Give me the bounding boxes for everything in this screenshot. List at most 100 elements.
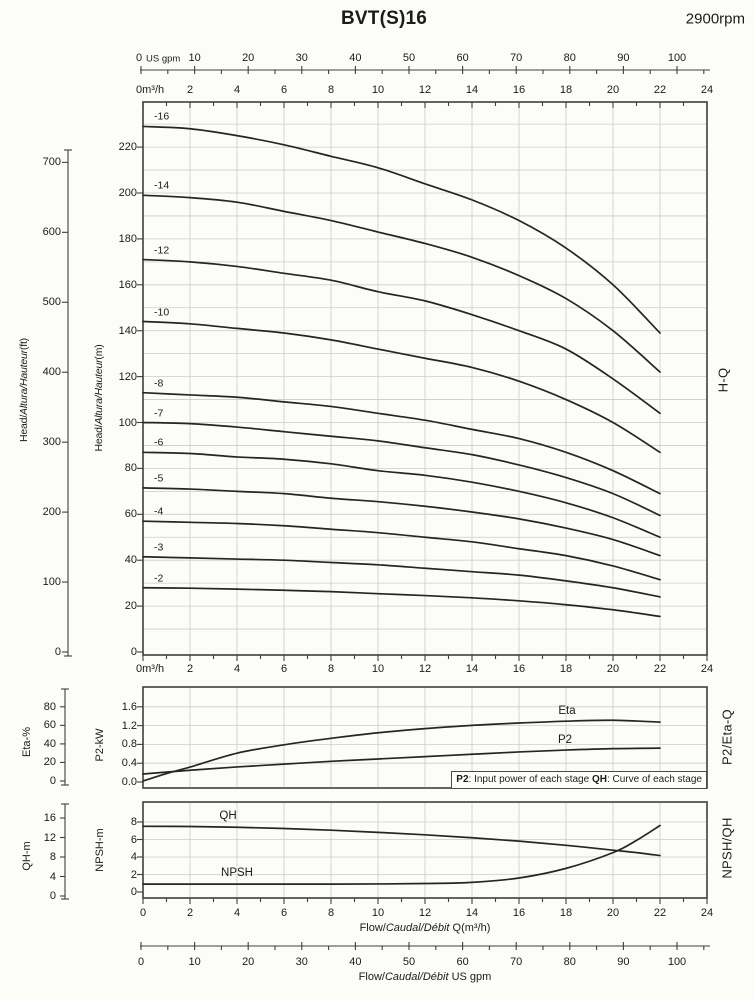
head-ft-tick-label: 400	[42, 366, 61, 379]
plot-frame	[142, 686, 708, 789]
head-m-tick-label: 200	[118, 187, 137, 199]
gpm-tick-label: 40	[349, 52, 362, 64]
gpm-tick-label: 100	[667, 956, 687, 968]
m3h-tick-label: 8	[327, 84, 335, 96]
head-ft-tick-label: 300	[42, 436, 61, 449]
m3h-tick-label: 18	[559, 663, 573, 675]
gpm-tick-label: 20	[242, 52, 255, 64]
head-m-tick-label: 160	[118, 278, 137, 291]
curve-stage-10	[142, 320, 661, 454]
note-p2-term: P2	[456, 774, 469, 785]
stage-label-10: -10	[154, 306, 170, 319]
gpm-unit-label: US gpm	[146, 53, 181, 65]
gpm-tick-label: 90	[617, 956, 630, 968]
eta-curve-label: Eta	[558, 705, 576, 717]
m3h-tick-label: 20	[606, 84, 620, 96]
eta-tick-label: 40	[43, 737, 56, 750]
m3h-tick-label: 2	[186, 663, 194, 675]
m3h-tick-label: 12	[418, 84, 432, 96]
p2-tick-label: 1.2	[121, 719, 137, 732]
npsh-tick-label: 8	[130, 816, 137, 828]
head-ft-tick-label: 500	[42, 296, 61, 309]
p2-tick-label: 1.6	[121, 700, 137, 713]
m3h-tick-label: 14	[465, 907, 479, 919]
p2-tick-label: 0.0	[121, 776, 137, 788]
head-m-tick-label: 140	[118, 324, 137, 337]
curve-stage-2	[142, 586, 661, 618]
head-ft-tick-label: 100	[42, 576, 61, 589]
gpm-tick-label: 90	[617, 52, 630, 64]
m3h-tick-label: 16	[512, 907, 526, 919]
m3h-tick-label: 6	[280, 907, 288, 919]
m3h-tick-label: 12	[418, 907, 432, 919]
m3h-tick-label: 10	[371, 84, 385, 96]
p2-axis-title: P2-kW	[94, 728, 106, 762]
m3h-tick-label: 6	[280, 663, 288, 675]
note-qh-term: QH	[591, 774, 607, 785]
eta-tick-label: 20	[43, 756, 56, 769]
p2-tick-label: 0.4	[121, 757, 137, 770]
m3h-tick-label: 10	[371, 663, 385, 675]
m3h-tick-label: 10	[371, 907, 385, 919]
curve-stage-12	[142, 258, 661, 415]
qh-axis-title: QH-m	[21, 841, 33, 871]
qh-tick-label: 16	[43, 812, 56, 824]
stage-label-3: -3	[154, 541, 164, 554]
stage-label-8: -8	[154, 377, 164, 390]
gpm-tick-label: 50	[402, 956, 416, 968]
qh-tick-label: 8	[49, 851, 56, 863]
m3h-tick-label: 8	[327, 663, 335, 675]
npsh-tick-label: 4	[130, 851, 137, 863]
p2-eta-side-label: P2/Eta-Q	[719, 709, 735, 765]
speed-label: 2900rpm	[685, 10, 745, 28]
m3h-tick-label: 4	[233, 84, 241, 96]
m3h-tick-label: 4	[233, 663, 241, 675]
gpm-tick-label: 10	[188, 956, 201, 968]
head-m-axis-title: Head/Altura/Hauteur(m)	[93, 344, 105, 452]
p2-tick-label: 0.8	[121, 738, 137, 751]
m3h-tick-label: 16	[512, 84, 526, 96]
npsh-qh-side-label: NPSH/QH	[719, 817, 735, 879]
curve-p2	[142, 747, 661, 775]
gpm-tick-label: 80	[563, 52, 576, 64]
gpm-tick-label: 40	[349, 956, 362, 968]
flow-xlabel-gpm: Flow/Caudal/Débit US gpm	[358, 971, 492, 983]
gpm-tick-label: 80	[563, 956, 576, 968]
head-m-tick-label: 60	[124, 508, 137, 521]
m3h-tick-label: 20	[606, 663, 620, 675]
head-ft-axis-title: Head/Altura/Hauteur(ft)	[18, 338, 30, 442]
gpm-tick-label: 20	[242, 956, 255, 968]
gpm-tick-label: 30	[295, 52, 308, 64]
p2-curve-label: P2	[557, 734, 573, 746]
qh-tick-label: 12	[43, 831, 56, 844]
stage-label-5: -5	[154, 472, 164, 485]
m3h-tick-label: 24	[700, 84, 714, 96]
curve-eta	[142, 719, 661, 782]
head-m-tick-label: 120	[118, 370, 137, 383]
m3h-tick-label: 14	[465, 84, 479, 96]
flow-xlabel-m3h: Flow/Caudal/Débit Q(m³/h)	[359, 922, 491, 934]
head-ft-tick-label: 0	[54, 646, 61, 658]
eta-tick-label: 80	[43, 700, 56, 713]
gpm-tick-label: 10	[188, 52, 201, 64]
curve-qh	[142, 825, 661, 857]
m3h-tick-label: 6	[280, 84, 288, 96]
curve-stage-4	[142, 520, 661, 581]
stage-label-12: -12	[154, 244, 170, 257]
gpm-zero-label: 0	[135, 52, 143, 64]
head-ft-tick-label: 200	[42, 506, 61, 519]
m3h-tick-label: 4	[233, 907, 241, 919]
gpm-tick-label: 50	[402, 52, 416, 64]
curve-stage-6	[142, 451, 661, 539]
m3h-tick-label: 12	[418, 663, 432, 675]
curve-stage-3	[142, 555, 661, 598]
m3h-tick-label: 24	[700, 663, 714, 675]
head-m-tick-label: 20	[124, 600, 137, 613]
head-ft-tick-label: 700	[42, 156, 61, 169]
npsh-tick-label: 6	[130, 833, 137, 846]
m3h-tick-label: 22	[653, 84, 667, 96]
curve-stage-8	[142, 391, 661, 495]
head-m-tick-label: 220	[118, 141, 137, 154]
